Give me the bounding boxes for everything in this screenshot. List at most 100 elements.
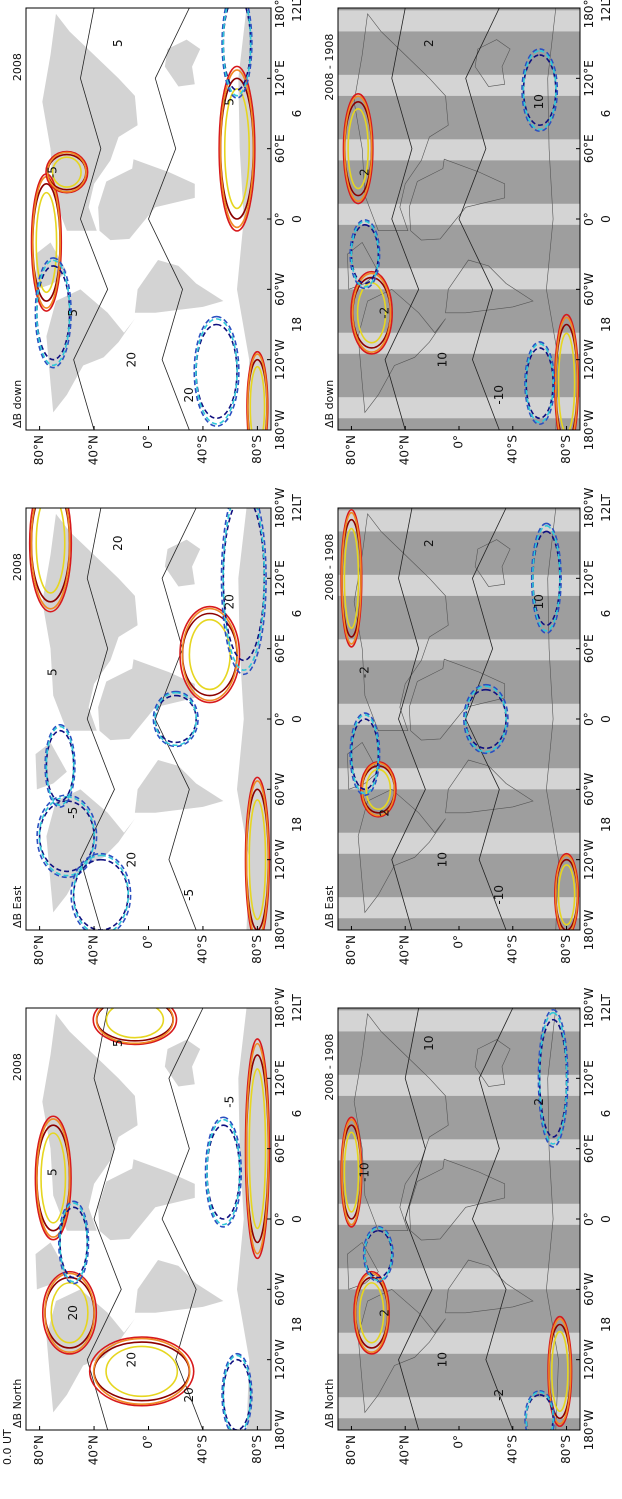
land [35, 742, 67, 790]
lon-label: 0° [582, 712, 596, 726]
contour-label: 2 [378, 809, 392, 817]
contour-label: 10 [435, 352, 449, 367]
map-panel: 20 5 -5 5 20 5 [26, 8, 271, 430]
land [445, 759, 534, 814]
contour [34, 1115, 72, 1241]
contour [524, 341, 556, 426]
contour [554, 313, 580, 430]
figure-label: 0.0 UT [1, 1429, 14, 1465]
contour [28, 508, 73, 613]
contour-label: 20 [66, 1305, 80, 1320]
contour-label: 20 [223, 594, 237, 609]
lat-label: 0° [452, 435, 466, 449]
local-time-label: 18 [599, 1317, 613, 1332]
contour [524, 1390, 556, 1430]
contour-label: -2 [378, 307, 392, 319]
shaded-band [338, 768, 580, 790]
lon-label: 180°W [582, 409, 596, 450]
contour [347, 108, 370, 190]
lon-label: 120°W [273, 839, 287, 880]
land [46, 289, 135, 413]
contour [218, 65, 256, 232]
lon-label: 120°E [582, 60, 596, 97]
lat-label: 80°N [32, 1435, 46, 1465]
shaded-band [338, 1332, 580, 1354]
contour [548, 1318, 572, 1425]
lon-label: 60°W [273, 273, 287, 306]
shaded-band [338, 203, 580, 225]
zero-contour [148, 8, 190, 430]
contour [219, 69, 255, 229]
lat-label: 40°N [87, 1435, 101, 1465]
contour [463, 683, 509, 755]
lon-label: 180°W [582, 987, 596, 1028]
land [474, 1039, 511, 1087]
contour [35, 259, 71, 367]
map-panel: 10 -2 2 10 -10 2 [338, 8, 580, 430]
contour [223, 88, 250, 210]
contour-label: -5 [182, 889, 196, 901]
contour [222, 8, 252, 97]
shaded-band [338, 1074, 580, 1096]
contour [92, 1337, 191, 1406]
zero-contour [86, 1008, 122, 1430]
zero-contour [384, 8, 420, 430]
lon-label: 180°W [582, 1409, 596, 1450]
panel-period: 2008 [11, 553, 24, 581]
contour-label: 20 [125, 852, 139, 867]
contour [525, 1394, 554, 1430]
lat-label: 40°N [398, 935, 412, 965]
shaded-band [338, 332, 580, 354]
contour [525, 1391, 555, 1430]
zero-contour [161, 1008, 204, 1430]
lon-label: 120°E [273, 1060, 287, 1097]
lon-label: 0° [582, 1212, 596, 1226]
contour [152, 690, 199, 748]
lon-label: 0° [273, 712, 287, 726]
contour [525, 342, 555, 424]
land [164, 39, 201, 87]
contour [193, 315, 240, 428]
lon-label: 180°W [273, 487, 287, 528]
lat-label: 40°S [505, 435, 519, 464]
lon-label: 120°W [582, 1339, 596, 1380]
contour [550, 1330, 569, 1413]
land [164, 1039, 201, 1087]
lat-label: 80°S [250, 435, 264, 464]
lat-label: 40°S [505, 1435, 519, 1464]
lat-label: 40°N [87, 435, 101, 465]
contour [59, 1202, 89, 1283]
contour [343, 1131, 360, 1213]
contour-label: 10 [435, 852, 449, 867]
local-time-label: 0 [599, 715, 613, 723]
contour-label: 20 [182, 1387, 196, 1402]
contour [195, 318, 238, 425]
lon-label: 180°W [273, 987, 287, 1028]
lat-label: 80°S [250, 935, 264, 964]
lat-label: 0° [452, 935, 466, 949]
lon-label: 0° [582, 212, 596, 226]
lat-label: 40°S [505, 935, 519, 964]
local-time-label: 18 [599, 317, 613, 332]
land [474, 39, 511, 87]
lat-label: 40°S [195, 435, 209, 464]
contour [343, 95, 373, 202]
contour [249, 365, 266, 430]
land [46, 1289, 135, 1413]
zero-contour [465, 508, 507, 930]
shaded-band [338, 1139, 580, 1161]
contour [363, 1227, 393, 1282]
contour [351, 272, 392, 353]
lon-label: 120°W [273, 1339, 287, 1380]
lon-label: 60°E [273, 134, 287, 163]
contour [557, 864, 576, 926]
shaded-band [338, 397, 580, 419]
contour [530, 522, 562, 634]
local-time-label: 6 [599, 1110, 613, 1118]
contour [40, 1132, 67, 1224]
zero-contour [73, 8, 109, 430]
lon-label: 120°W [582, 839, 596, 880]
contour [349, 219, 381, 290]
panel-period: 2008 [11, 53, 24, 81]
contour [45, 150, 89, 194]
